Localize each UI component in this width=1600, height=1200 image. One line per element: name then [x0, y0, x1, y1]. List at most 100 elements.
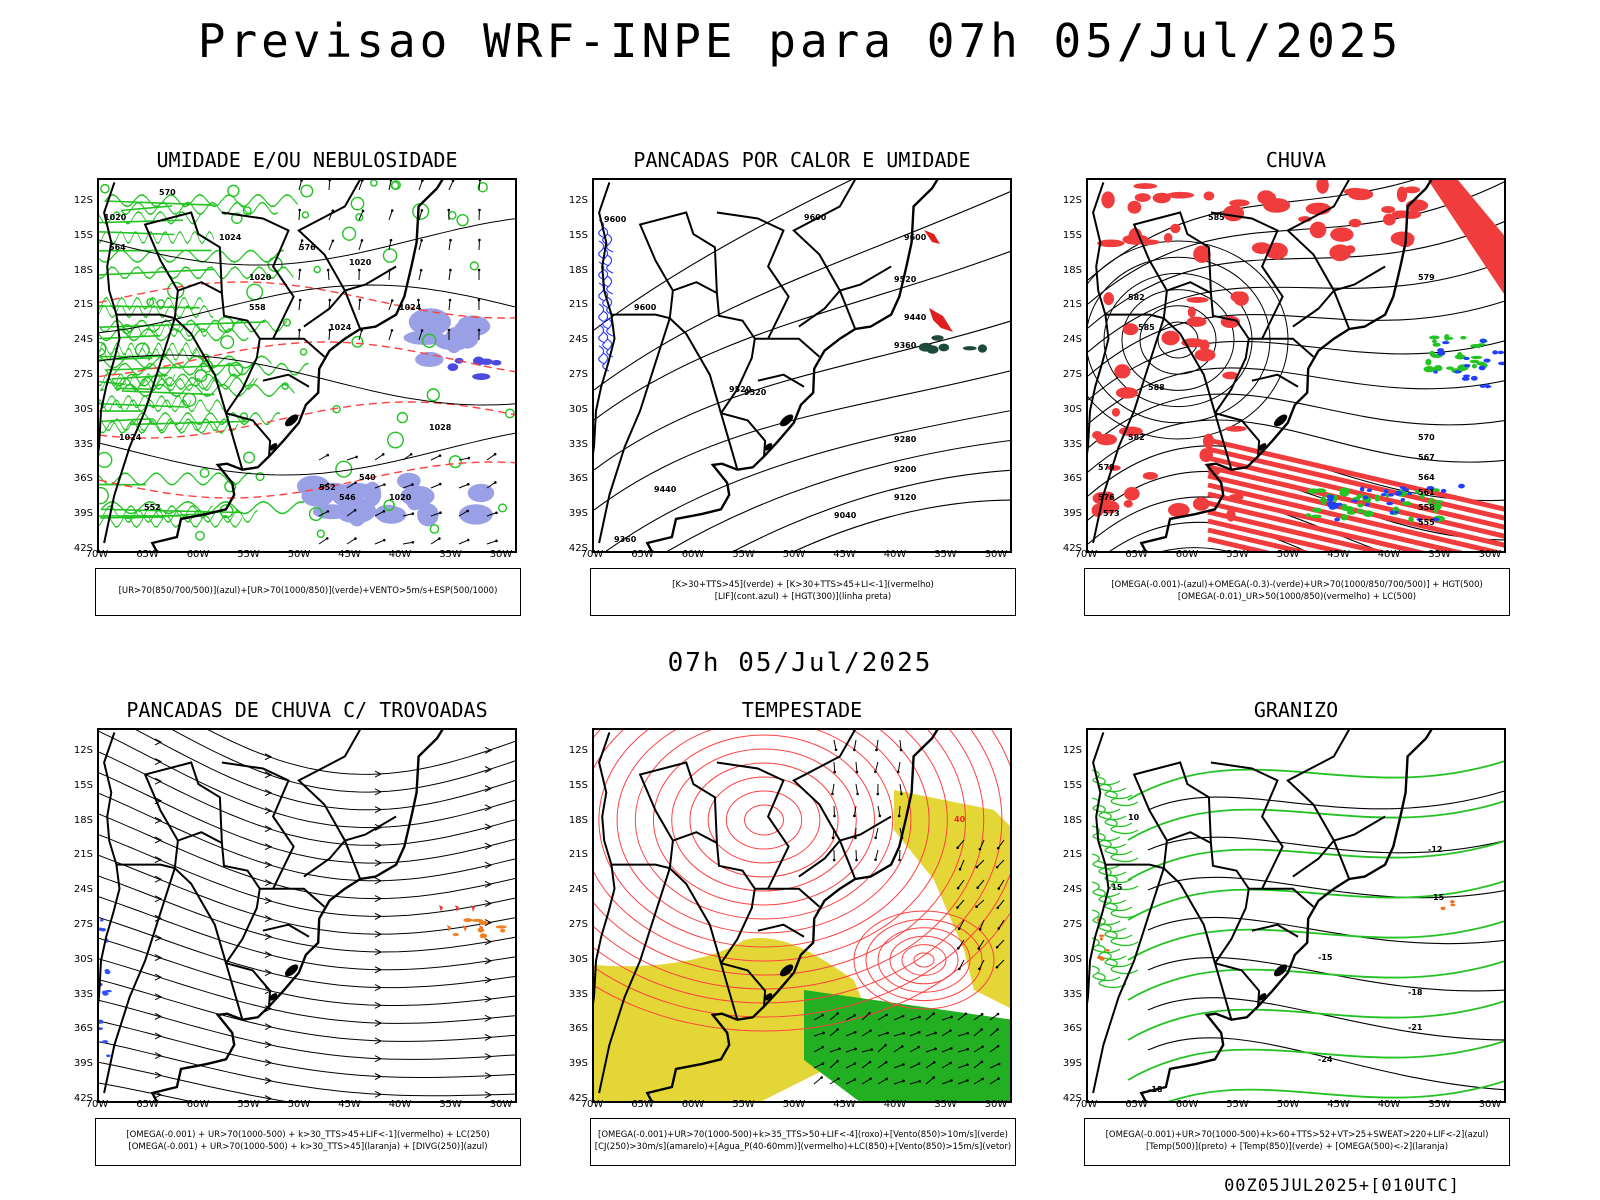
streamline: [99, 834, 515, 917]
wind-vector-head: [868, 1060, 872, 1064]
wind-vector: [430, 455, 441, 461]
low-pressure-contour: [1139, 305, 1217, 375]
humidity-blue-area: [415, 351, 444, 367]
state-border: [1132, 211, 1212, 294]
coastline: [150, 730, 444, 1101]
humidity-green-contour: [104, 362, 309, 376]
wind-vector: [957, 1048, 968, 1053]
state-border: [792, 180, 857, 330]
rain-red-area: [1194, 348, 1216, 362]
coastline: [150, 180, 444, 551]
wind-vector: [893, 1015, 904, 1021]
humidity-green-contour: [335, 460, 353, 478]
lat-tick-label: 33S: [1062, 438, 1082, 450]
rain-red-area: [1199, 339, 1210, 351]
state-border: [839, 815, 892, 842]
contour-label: 9440: [904, 313, 927, 322]
lat-tick-label: 18S: [1062, 264, 1082, 276]
state-border: [1209, 842, 1250, 964]
streamline: [99, 979, 515, 1042]
humidity-green-contour: [195, 530, 205, 541]
lc850-red-streamline: [889, 935, 959, 985]
streamline-arrow: [264, 1059, 273, 1067]
wind-vector-head: [438, 482, 442, 486]
wind-vector: [358, 330, 363, 341]
hgt500-contour: [1088, 367, 1504, 425]
omega-green-area: [1314, 488, 1327, 493]
wind-vector-head: [934, 1031, 937, 1035]
streamline: [99, 772, 515, 864]
omega-green-area: [1434, 508, 1439, 514]
streamline-arrow: [264, 969, 273, 977]
streamline-arrow: [264, 897, 273, 905]
wind-vector-head: [438, 537, 441, 540]
omega-green-area: [1425, 358, 1432, 366]
lon-tick-label: 60W: [1175, 1099, 1199, 1110]
temp850-contour: [1103, 951, 1133, 968]
humidity-green-contour: [121, 323, 133, 335]
streamline-arrow: [484, 1033, 493, 1041]
lon-tick-label: 65W: [1125, 1099, 1148, 1110]
wind-vector-head: [854, 836, 857, 840]
contour-label: 9040: [834, 511, 857, 520]
lat-tick-label: 42S: [568, 1093, 588, 1104]
humidity-green-contour: [199, 468, 210, 478]
wind-vector: [813, 1063, 824, 1069]
thunderstorm-orange-area: [495, 925, 507, 929]
divergence-blue-area: [102, 991, 109, 996]
legend-line: [K>30+TTS>45](verde) + [K>30+TTS>45+LI<-…: [672, 580, 934, 590]
wind-vector: [925, 1048, 936, 1053]
wind-vector: [402, 541, 413, 545]
streamline-arrow: [264, 951, 273, 959]
wind-vector: [989, 1045, 999, 1053]
rain-red-area: [1127, 200, 1142, 214]
wind-vector-head: [975, 905, 978, 908]
omega-green-area: [1357, 503, 1364, 508]
rain-red-area: [1114, 364, 1131, 379]
rain-red-area: [1348, 188, 1374, 201]
wind-vector: [989, 1029, 998, 1037]
wind-vector-head: [896, 770, 900, 774]
wind-vector-head: [878, 814, 882, 818]
wind-vector: [813, 1014, 823, 1021]
wind-vector-head: [902, 1063, 905, 1066]
state-border: [143, 211, 223, 294]
streamline: [99, 854, 515, 935]
contour-label: 9520: [744, 388, 767, 397]
wind-vector-head: [298, 298, 302, 302]
streamline-arrow: [264, 825, 273, 833]
wind-vector: [899, 739, 902, 750]
lat-tick-label: 39S: [73, 1058, 93, 1070]
streamline-arrow: [374, 841, 383, 849]
humidity-blue-core: [472, 373, 491, 380]
wind-vector-head: [420, 239, 423, 242]
streamline-arrow: [484, 746, 493, 754]
wind-vector: [957, 879, 965, 889]
rain-red-band: [1207, 527, 1310, 551]
contour-label: 1024: [219, 233, 242, 242]
wind-vector: [998, 919, 1005, 929]
state-border: [1132, 761, 1212, 844]
lon-tick-label: 40W: [1377, 1099, 1401, 1110]
wind-vector: [402, 484, 413, 489]
lat-tick-label: 21S: [568, 299, 588, 311]
wind-vector: [318, 483, 329, 489]
state-border: [1092, 867, 1165, 1094]
wind-vector-head: [328, 180, 332, 182]
state-border: [754, 887, 821, 908]
temp850-contour: [1109, 790, 1139, 807]
rain-red-area: [1186, 296, 1209, 303]
streamline-arrow: [484, 938, 493, 946]
temp850-contour: [1091, 797, 1121, 814]
lat-tick-label: 18S: [568, 264, 588, 276]
wind-vector: [893, 1063, 904, 1069]
lat-tick-label: 27S: [568, 919, 588, 930]
wind-vector: [358, 240, 363, 251]
lif-blue-contour: [598, 345, 606, 365]
humidity-green-contour: [100, 377, 220, 392]
lat-tick-label: 30S: [73, 403, 93, 415]
wind-vector: [973, 1078, 983, 1085]
wind-vector: [957, 1032, 968, 1037]
lat-tick-label: 39S: [1062, 1058, 1082, 1070]
lagoon: [763, 993, 773, 1001]
